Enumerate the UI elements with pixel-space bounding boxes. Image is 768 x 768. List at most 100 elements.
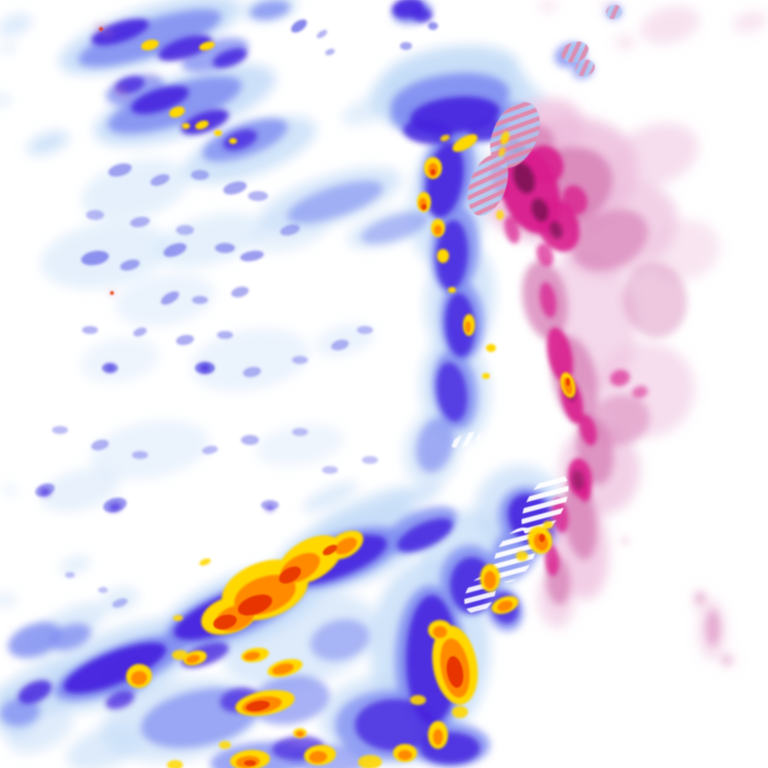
heavy-rain-yellow-blob xyxy=(219,741,231,749)
rain-heavy-blue-blob xyxy=(91,18,149,46)
rain-heavy-blue-blob xyxy=(40,488,50,496)
rain-light-haze-blob xyxy=(41,468,119,512)
rain-heavy-blue-blob xyxy=(355,699,435,751)
rain-heavy-blue-blob xyxy=(222,129,258,151)
mixed-pink-blob xyxy=(104,30,112,36)
rain-light-haze-blob xyxy=(80,337,160,383)
mixed-magenta-blob xyxy=(544,544,560,576)
heavy-rain-yellow-blob xyxy=(169,106,185,118)
rain-speckles-blob xyxy=(98,587,108,593)
heavy-rain-red-blob xyxy=(213,614,237,630)
rain-speckles-blob xyxy=(108,163,132,177)
rain-heavy-blue-blob xyxy=(105,690,135,710)
mixed-pink-blob xyxy=(695,592,705,604)
heavy-rain-yellow-blob xyxy=(516,551,528,561)
heavy-rain-red-blob xyxy=(566,378,570,386)
heavy-rain-orange-blob xyxy=(296,731,304,737)
rain-speckles-blob xyxy=(322,466,338,474)
heavy-rain-orange-blob xyxy=(433,626,447,638)
heavy-rain-yellow-blob xyxy=(182,123,190,129)
rain-light-haze-blob xyxy=(27,130,69,156)
rain-speckles-blob xyxy=(223,181,247,195)
rain-speckles-blob xyxy=(217,331,233,339)
rain-moderate-blob xyxy=(250,0,290,20)
heavy-rain-yellow-blob xyxy=(448,287,456,293)
heavy-rain-yellow-blob xyxy=(498,147,506,157)
rain-moderate-blob xyxy=(310,619,370,661)
heavy-rain-yellow-blob xyxy=(452,706,468,718)
mixed-pink-blob xyxy=(149,76,155,80)
heavy-rain-red-blob xyxy=(246,700,270,712)
mixed-light-pink-haze-blob xyxy=(538,0,558,12)
heavy-rain-orange-blob xyxy=(497,600,513,612)
rain-speckles-blob xyxy=(428,22,438,30)
heavy-rain-yellow-blob xyxy=(486,344,496,352)
rain-light-haze-blob xyxy=(0,94,12,106)
mixed-pink-blob xyxy=(722,655,732,665)
rain-speckles-blob xyxy=(215,243,235,253)
rain-light-haze-blob xyxy=(0,592,17,608)
rain-moderate-blob xyxy=(0,697,40,727)
rain-speckles-blob xyxy=(82,326,98,334)
heavy-rain-yellow-blob xyxy=(199,558,211,566)
rain-moderate-blob xyxy=(8,622,62,658)
mixed-light-pink-haze-blob xyxy=(611,122,699,188)
heavy-rain-red-blob xyxy=(110,291,114,295)
rain-speckles-blob xyxy=(231,286,249,298)
transition-hatch-pink-blob xyxy=(606,4,622,20)
mixed-pink-blob xyxy=(571,209,649,271)
rain-speckles-blob xyxy=(240,250,264,262)
rain-speckles xyxy=(35,19,438,608)
rain-heavy-blue-blob xyxy=(397,518,453,552)
transition-hatch-pink xyxy=(467,4,622,216)
transition-hatch-white-blob xyxy=(493,527,537,583)
heavy-rain-orange-blob xyxy=(484,571,496,589)
heavy-rain-orange-blob xyxy=(244,651,260,661)
heavy-rain-red-blob xyxy=(237,594,273,616)
heavy-rain-red-blob xyxy=(99,27,103,31)
rain-light-haze-blob xyxy=(90,420,210,480)
rain-heavy-blue-blob xyxy=(63,642,167,694)
mixed-dark-magenta-blob xyxy=(531,198,549,222)
mixed-dark-magenta-blob xyxy=(571,470,585,490)
heavy-rain-red-blob xyxy=(421,204,427,210)
heavy-rain-red-blob xyxy=(244,760,256,766)
heavy-rain-red-blob xyxy=(279,566,301,584)
mixed-pink-blob xyxy=(590,394,650,446)
transition-hatch-white-blob xyxy=(521,473,569,537)
transition-hatch-pink-blob xyxy=(467,154,509,216)
rain-speckles-blob xyxy=(191,170,209,180)
heavy-rain-yellow-blob xyxy=(437,249,449,263)
mixed-light-pink-haze-blob xyxy=(650,219,720,281)
mixed-pink-blob xyxy=(124,95,130,99)
heavy-rain-yellow-blob xyxy=(141,39,159,51)
mixed-magenta-blob xyxy=(536,243,554,267)
rain-light-haze-blob xyxy=(302,481,358,513)
rain-speckles-blob xyxy=(331,339,349,351)
mixed-pink-blob xyxy=(621,538,629,544)
rain-speckles-blob xyxy=(400,42,412,50)
mixed-magenta-blob xyxy=(562,185,588,215)
rain-heavy-blue-blob xyxy=(18,680,52,704)
mixed-dark-magenta-blob xyxy=(513,162,535,194)
heavy-rain-orange-blob xyxy=(186,654,200,664)
rain-heavy-blue-blob xyxy=(158,35,212,61)
rain-speckles-blob xyxy=(291,19,307,33)
heavy-rain-red-blob xyxy=(539,534,545,542)
rain-speckles-blob xyxy=(52,426,68,434)
mixed-magenta-blob xyxy=(526,145,564,185)
rain-light-haze-blob xyxy=(2,485,18,495)
rain-speckles-blob xyxy=(280,224,300,236)
heavy-rain-yellow-blob xyxy=(167,760,183,768)
mixed-magenta-blob xyxy=(579,414,597,446)
heavy-rain-red-blob xyxy=(446,656,464,688)
transition-hatch-pink-blob xyxy=(561,41,589,63)
rain-speckles-blob xyxy=(357,326,373,334)
heavy-rain-yellow-blob xyxy=(410,695,426,705)
heavy-rain-yellow-blob xyxy=(500,131,510,145)
rain-moderate-blob xyxy=(416,417,454,473)
rain-heavy-blue-blob xyxy=(266,505,274,511)
heavy-rain-yellow-blob xyxy=(358,755,382,768)
